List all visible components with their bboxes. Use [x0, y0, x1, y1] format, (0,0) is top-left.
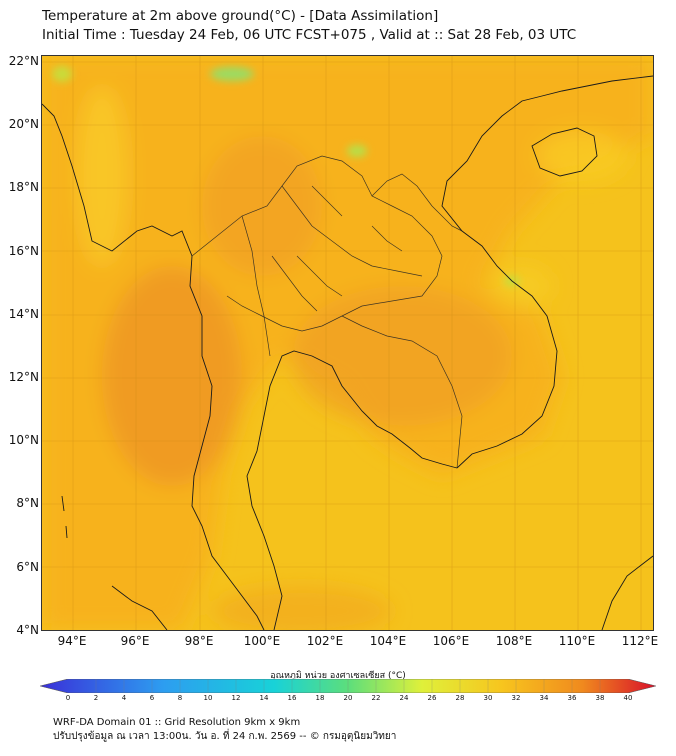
title-line-1: Temperature at 2m above ground(°C) - [Da… [42, 8, 439, 24]
colorbar-tick: 22 [371, 694, 381, 702]
lat-lon-grid [42, 56, 653, 630]
lat-label-22n: 22°N [8, 54, 39, 68]
lat-label-12n: 12°N [8, 370, 39, 384]
colorbar-tick: 38 [595, 694, 605, 702]
colorbar-tick: 2 [93, 694, 99, 702]
lon-label-106e: 106°E [432, 634, 470, 648]
lat-label-16n: 16°N [8, 244, 39, 258]
title-line-2: Initial Time : Tuesday 24 Feb, 06 UTC FC… [42, 27, 577, 43]
colorbar-tick: 40 [623, 694, 633, 702]
colorbar-tick: 32 [511, 694, 521, 702]
colorbar-tick: 8 [177, 694, 183, 702]
colorbar-tick: 34 [539, 694, 549, 702]
colorbar-title: อุณหภูมิ หน่วย องศาเซลเซียส (°C) [270, 671, 406, 681]
lat-label-6n: 6°N [16, 560, 39, 574]
lon-label-94e: 94°E [57, 634, 87, 648]
colorbar-tick: 36 [567, 694, 577, 702]
lat-label-8n: 8°N [16, 496, 39, 510]
colorbar-tick: 14 [259, 694, 269, 702]
lon-label-96e: 96°E [120, 634, 150, 648]
temperature-field [42, 56, 653, 630]
cool-spots [52, 66, 520, 286]
lat-label-18n: 18°N [8, 180, 39, 194]
colorbar-tick: 24 [399, 694, 409, 702]
lat-label-14n: 14°N [8, 307, 39, 321]
lon-label-104e: 104°E [369, 634, 407, 648]
colorbar-tick: 26 [427, 694, 437, 702]
colorbar-tick: 30 [483, 694, 493, 702]
footer-credits: WRF-DA Domain 01 :: Grid Resolution 9km … [53, 716, 396, 744]
colorbar-tick: 6 [149, 694, 155, 702]
lat-label-4n: 4°N [16, 623, 39, 637]
lat-label-10n: 10°N [8, 433, 39, 447]
lon-label-108e: 108°E [495, 634, 533, 648]
temperature-map [41, 55, 654, 631]
colorbar-tick: 20 [343, 694, 353, 702]
colorbar-tick: 0 [65, 694, 71, 702]
lat-label-20n: 20°N [8, 117, 39, 131]
lon-label-100e: 100°E [243, 634, 281, 648]
lon-label-98e: 98°E [184, 634, 214, 648]
lon-label-112e: 112°E [621, 634, 659, 648]
coastlines [42, 75, 653, 630]
lon-label-102e: 102°E [306, 634, 344, 648]
colorbar-tick: 12 [231, 694, 241, 702]
colorbar-tick: 10 [203, 694, 213, 702]
map-title: Temperature at 2m above ground(°C) - [Da… [42, 7, 576, 45]
colorbar [40, 679, 656, 693]
country-borders [191, 155, 463, 469]
colorbar-tick: 18 [315, 694, 325, 702]
footer-line-2: ปรับปรุงข้อมูล ณ เวลา 13:00น. วัน อ. ที่… [53, 731, 397, 742]
colorbar-tick: 4 [121, 694, 127, 702]
colorbar-tick: 28 [455, 694, 465, 702]
lon-label-110e: 110°E [558, 634, 596, 648]
colorbar-tick: 16 [287, 694, 297, 702]
footer-line-1: WRF-DA Domain 01 :: Grid Resolution 9km … [53, 717, 301, 728]
